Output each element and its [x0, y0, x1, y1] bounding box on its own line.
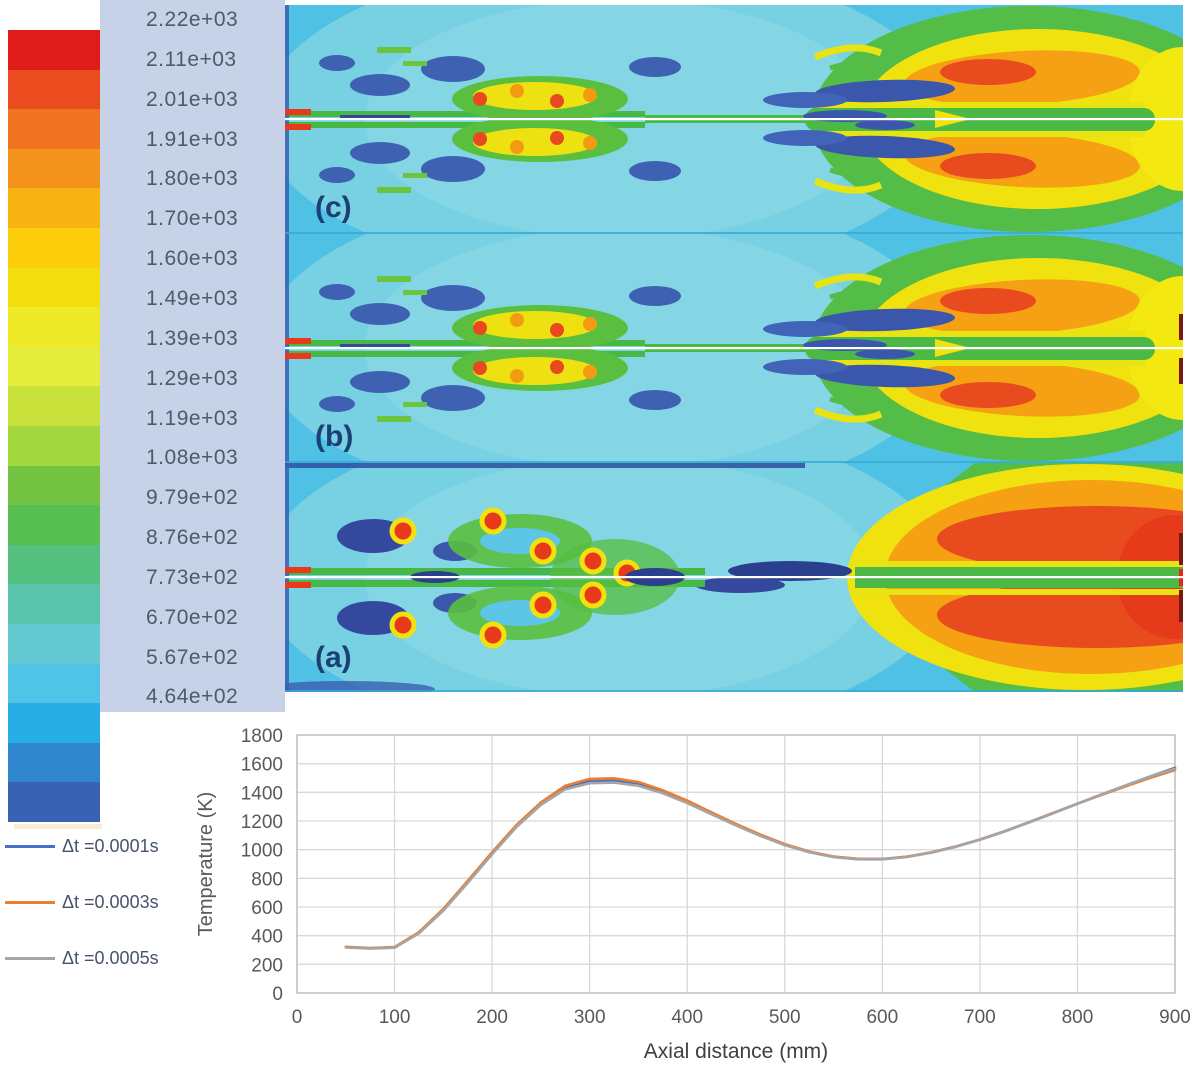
y-tick-label: 1400: [241, 783, 283, 804]
y-tick-label: 200: [251, 955, 283, 976]
colorbar-band: [8, 703, 100, 743]
y-tick-label: 1800: [241, 726, 283, 747]
colorbar-tick-label: 1.60e+03: [146, 247, 239, 271]
colorbar-tick-label: 1.70e+03: [146, 207, 239, 231]
legend-swatch: [5, 900, 55, 904]
colorbar-band: [8, 267, 100, 308]
colorbar-band: [8, 307, 100, 347]
colorbar-tick-label: 7.73e+02: [146, 565, 239, 589]
panel-centerline: [285, 118, 1183, 121]
x-tick-label: 0: [292, 1007, 303, 1028]
y-tick-label: 800: [251, 869, 283, 890]
legend-label: Δt =0.0001s: [62, 835, 159, 856]
x-tick-label: 800: [1062, 1007, 1094, 1028]
y-tick-label: 600: [251, 898, 283, 919]
contour-panels: (c) (b) (a): [285, 5, 1183, 692]
colorbar-band: [8, 623, 100, 664]
contour-panel-a: (a): [285, 463, 1183, 692]
colorbar-tick-label: 1.49e+03: [146, 286, 239, 310]
colorbar-tick-label: 1.91e+03: [146, 127, 239, 151]
legend-label: Δt =0.0005s: [62, 947, 159, 968]
colorbar-band: [8, 386, 100, 426]
colorbar-tick-label: 2.22e+03: [146, 8, 239, 31]
colorbar-band: [8, 69, 100, 110]
legend-swatch: [5, 844, 55, 848]
colorbar-tick-label: 4.64e+02: [146, 685, 239, 709]
y-tick-label: 400: [251, 927, 283, 948]
y-tick-label: 1200: [241, 812, 283, 833]
colorbar-label-strip: [100, 0, 285, 712]
colorbar-band: [8, 227, 100, 268]
x-tick-label: 600: [866, 1007, 898, 1028]
colorbar-tick-label: 8.76e+02: [146, 526, 239, 550]
y-axis-title: Temperature (K): [195, 792, 217, 937]
colorbar-band: [8, 425, 100, 466]
line-chart: 0 200 400 600 800 1000 1200 1400 1600 1800 0 100 200…: [0, 715, 1195, 1071]
colorbar-tick-label: 1.19e+03: [146, 406, 239, 430]
colorbar-band: [8, 148, 100, 189]
panel-centerline: [285, 576, 1183, 579]
panel-label: (a): [315, 641, 352, 674]
colorbar-band: [8, 109, 100, 149]
x-tick-label: 300: [574, 1007, 606, 1028]
x-tick-label: 200: [476, 1007, 508, 1028]
contour-panel-c: (c): [285, 5, 1183, 234]
legend-item: Δt =0.0001s: [5, 834, 159, 858]
colorbar-band: [8, 742, 100, 783]
y-tick-label: 1000: [241, 841, 283, 862]
legend-label: Δt =0.0003s: [62, 891, 159, 912]
legend-item: Δt =0.0003s: [5, 890, 159, 914]
colorbar-band: [8, 188, 100, 228]
line-chart-svg: 0 200 400 600 800 1000 1200 1400 1600 1800 0 100 200…: [195, 726, 1191, 1063]
x-tick-label: 500: [769, 1007, 801, 1028]
panel-label: (c): [315, 191, 352, 224]
colorbar-tick-label: 1.29e+03: [146, 366, 239, 390]
panel-label: (b): [315, 420, 353, 453]
colorbar-tick-label: 1.39e+03: [146, 326, 239, 350]
legend-swatch: [5, 956, 55, 960]
panel-centerline: [285, 347, 1183, 350]
colorbar-band: [8, 346, 100, 387]
x-tick-label: 900: [1159, 1007, 1191, 1028]
colorbar-tick-label: 6.70e+02: [146, 605, 239, 629]
y-tick-label: 0: [272, 984, 283, 1005]
colorbar-tick-label: 1.08e+03: [146, 446, 239, 470]
colorbar-band: [8, 663, 100, 704]
colorbar-band: [8, 544, 100, 585]
colorbar-band: [8, 584, 100, 624]
plot-border: [296, 734, 1176, 994]
temperature-colorbar: [8, 30, 100, 822]
series-line-0: [344, 766, 1177, 950]
colorbar-tick-label: 2.11e+03: [146, 47, 237, 71]
colorbar-tick-label: 1.80e+03: [146, 167, 239, 191]
x-tick-label: 700: [964, 1007, 996, 1028]
colorbar-band: [8, 782, 100, 822]
series-line-2: [344, 767, 1177, 950]
y-tick-label: 1600: [241, 755, 283, 776]
x-tick-label: 400: [671, 1007, 703, 1028]
colorbar-tick-label: 2.01e+03: [146, 87, 239, 111]
colorbar-band: [8, 505, 100, 545]
colorbar-tick-label: 9.79e+02: [146, 486, 239, 510]
series-line-1: [344, 768, 1177, 950]
colorbar-band: [8, 465, 100, 506]
contour-panel-b: (b): [285, 234, 1183, 463]
colorbar-bottom-strip: [14, 824, 102, 829]
x-axis-title: Axial distance (mm): [644, 1040, 828, 1063]
colorbar-band: [8, 30, 100, 70]
legend-item: Δt =0.0005s: [5, 946, 159, 970]
x-tick-label: 100: [379, 1007, 411, 1028]
colorbar-tick-label: 5.67e+02: [146, 645, 239, 669]
